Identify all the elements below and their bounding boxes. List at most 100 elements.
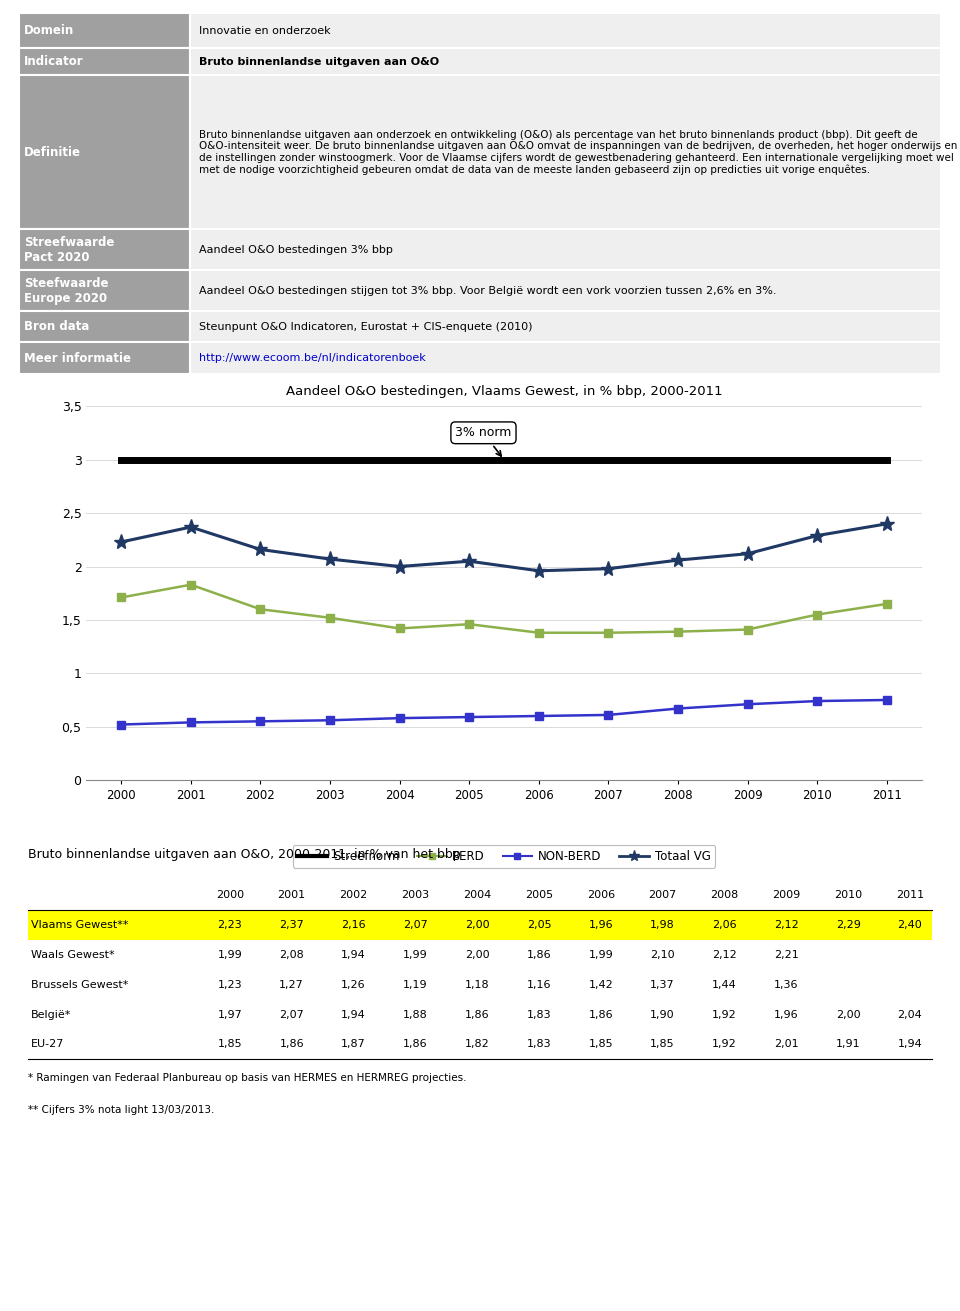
- Text: 1,23: 1,23: [218, 979, 242, 990]
- Text: 2007: 2007: [648, 890, 677, 901]
- Text: 1,97: 1,97: [218, 1009, 242, 1020]
- Text: 2,40: 2,40: [898, 920, 923, 929]
- Text: Aandeel O&O bestedingen stijgen tot 3% bbp. Voor België wordt een vork voorzien : Aandeel O&O bestedingen stijgen tot 3% b…: [199, 286, 777, 296]
- Bar: [190, 229, 941, 270]
- Text: 2,00: 2,00: [465, 950, 490, 960]
- Text: Steunpunt O&O Indicatoren, Eurostat + CIS-enquete (2010): Steunpunt O&O Indicatoren, Eurostat + CI…: [199, 323, 533, 332]
- Text: 1,99: 1,99: [588, 950, 613, 960]
- Bar: [190, 270, 941, 311]
- Text: 2,16: 2,16: [341, 920, 366, 929]
- Text: 2000: 2000: [216, 890, 244, 901]
- Text: ** Cijfers 3% nota light 13/03/2013.: ** Cijfers 3% nota light 13/03/2013.: [29, 1105, 215, 1116]
- Bar: [29, 910, 931, 940]
- Text: 1,86: 1,86: [465, 1009, 490, 1020]
- Bar: [19, 270, 190, 311]
- Text: http://www.ecoom.be/nl/indicatorenboek: http://www.ecoom.be/nl/indicatorenboek: [199, 353, 425, 363]
- Text: 1,86: 1,86: [527, 950, 551, 960]
- Text: 2,07: 2,07: [279, 1009, 304, 1020]
- Text: Aandeel O&O bestedingen 3% bbp: Aandeel O&O bestedingen 3% bbp: [199, 245, 393, 254]
- Text: 1,19: 1,19: [403, 979, 427, 990]
- Text: 1,86: 1,86: [588, 1009, 613, 1020]
- Text: 2003: 2003: [401, 890, 429, 901]
- Text: 2,12: 2,12: [774, 920, 799, 929]
- Text: 2,21: 2,21: [774, 950, 799, 960]
- Bar: [19, 13, 190, 49]
- Text: 2004: 2004: [463, 890, 492, 901]
- Text: 2,05: 2,05: [527, 920, 551, 929]
- Text: 1,44: 1,44: [712, 979, 736, 990]
- Text: 2005: 2005: [525, 890, 553, 901]
- Bar: [19, 311, 190, 342]
- Text: 2,01: 2,01: [774, 1040, 799, 1049]
- Text: 2006: 2006: [587, 890, 614, 901]
- Text: Innovatie en onderzoek: Innovatie en onderzoek: [199, 26, 330, 35]
- Text: 2,10: 2,10: [650, 950, 675, 960]
- Text: 1,99: 1,99: [403, 950, 427, 960]
- Legend: Streefnorm, BERD, NON-BERD, Totaal VG: Streefnorm, BERD, NON-BERD, Totaal VG: [293, 846, 715, 868]
- Bar: [190, 76, 941, 229]
- Text: 1,27: 1,27: [279, 979, 304, 990]
- Text: 1,83: 1,83: [527, 1009, 551, 1020]
- Text: Bruto binnenlandse uitgaven aan onderzoek en ontwikkeling (O&O) als percentage v: Bruto binnenlandse uitgaven aan onderzoe…: [199, 130, 957, 176]
- Bar: [190, 49, 941, 76]
- Text: Vlaams Gewest**: Vlaams Gewest**: [31, 920, 129, 929]
- Text: 1,26: 1,26: [341, 979, 366, 990]
- Bar: [19, 342, 190, 374]
- Text: 2,08: 2,08: [279, 950, 304, 960]
- Text: 1,96: 1,96: [774, 1009, 799, 1020]
- Bar: [190, 13, 941, 49]
- Text: 2,00: 2,00: [465, 920, 490, 929]
- Text: 1,87: 1,87: [341, 1040, 366, 1049]
- Text: Steefwaarde
Europe 2020: Steefwaarde Europe 2020: [24, 277, 108, 305]
- Text: 2,12: 2,12: [712, 950, 736, 960]
- Text: 2011: 2011: [896, 890, 924, 901]
- Title: Aandeel O&O bestedingen, Vlaams Gewest, in % bbp, 2000-2011: Aandeel O&O bestedingen, Vlaams Gewest, …: [286, 385, 722, 399]
- Text: 1,85: 1,85: [218, 1040, 242, 1049]
- Text: 1,82: 1,82: [465, 1040, 490, 1049]
- Text: 2,07: 2,07: [403, 920, 427, 929]
- Text: Brussels Gewest*: Brussels Gewest*: [31, 979, 129, 990]
- Text: Bruto binnenlandse uitgaven aan O&O: Bruto binnenlandse uitgaven aan O&O: [199, 56, 439, 67]
- Text: 1,96: 1,96: [588, 920, 613, 929]
- Text: 1,94: 1,94: [341, 1009, 366, 1020]
- Text: 2009: 2009: [772, 890, 801, 901]
- Text: 1,86: 1,86: [403, 1040, 427, 1049]
- Text: 2,00: 2,00: [836, 1009, 860, 1020]
- Text: 2,23: 2,23: [218, 920, 242, 929]
- Text: België*: België*: [31, 1009, 72, 1020]
- Text: 1,36: 1,36: [774, 979, 799, 990]
- Text: 1,42: 1,42: [588, 979, 613, 990]
- Text: 2008: 2008: [710, 890, 738, 901]
- Text: 3% norm: 3% norm: [455, 426, 512, 456]
- Text: 1,92: 1,92: [712, 1040, 736, 1049]
- Text: 1,94: 1,94: [898, 1040, 923, 1049]
- Bar: [190, 311, 941, 342]
- Text: Bruto binnenlandse uitgaven aan O&O, 2000-2011, in % van het bbp: Bruto binnenlandse uitgaven aan O&O, 200…: [29, 848, 461, 861]
- Text: Bron data: Bron data: [24, 320, 89, 333]
- Text: Domein: Domein: [24, 24, 74, 37]
- Text: 1,94: 1,94: [341, 950, 366, 960]
- Text: 1,86: 1,86: [279, 1040, 304, 1049]
- Bar: [19, 76, 190, 229]
- Text: 1,92: 1,92: [712, 1009, 736, 1020]
- Text: 2,04: 2,04: [898, 1009, 923, 1020]
- Text: 1,91: 1,91: [836, 1040, 860, 1049]
- Text: Indicator: Indicator: [24, 55, 84, 68]
- Text: 1,99: 1,99: [218, 950, 242, 960]
- Text: * Ramingen van Federaal Planbureau op basis van HERMES en HERMREG projecties.: * Ramingen van Federaal Planbureau op ba…: [29, 1072, 467, 1083]
- Text: Definitie: Definitie: [24, 146, 81, 159]
- Text: 2002: 2002: [339, 890, 368, 901]
- Text: 1,88: 1,88: [403, 1009, 427, 1020]
- Bar: [19, 229, 190, 270]
- Text: 2,06: 2,06: [712, 920, 736, 929]
- Text: EU-27: EU-27: [31, 1040, 64, 1049]
- Text: 1,83: 1,83: [527, 1040, 551, 1049]
- Text: 2010: 2010: [834, 890, 862, 901]
- Text: 2,37: 2,37: [279, 920, 304, 929]
- Text: 2001: 2001: [277, 890, 305, 901]
- Text: 1,98: 1,98: [650, 920, 675, 929]
- Text: 1,85: 1,85: [588, 1040, 613, 1049]
- Text: 2,29: 2,29: [835, 920, 860, 929]
- Text: 1,85: 1,85: [650, 1040, 675, 1049]
- Text: 1,18: 1,18: [465, 979, 490, 990]
